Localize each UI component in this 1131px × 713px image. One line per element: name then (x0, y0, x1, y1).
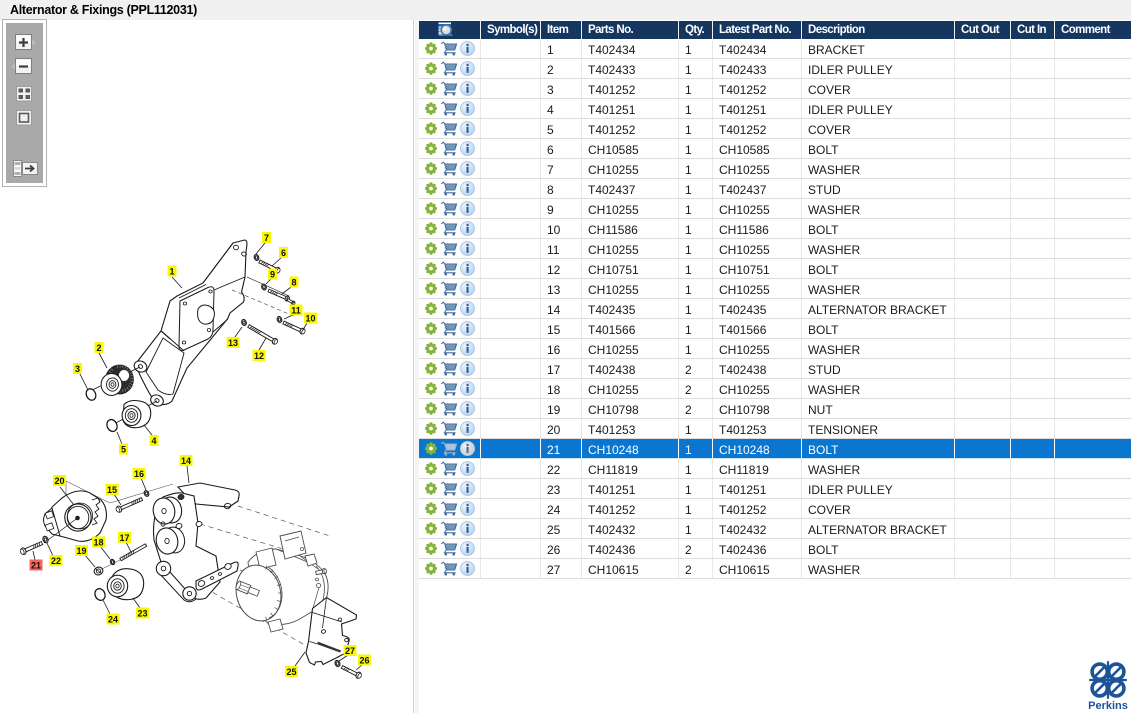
svg-text:7: 7 (264, 233, 269, 243)
svg-text:16: 16 (134, 469, 144, 479)
svg-text:17: 17 (119, 533, 129, 543)
svg-text:9: 9 (270, 270, 275, 280)
svg-text:4: 4 (151, 436, 156, 446)
svg-text:26: 26 (359, 656, 369, 666)
svg-text:20: 20 (54, 476, 64, 486)
svg-text:15: 15 (107, 485, 117, 495)
svg-text:5: 5 (121, 445, 126, 455)
svg-text:18: 18 (93, 538, 103, 548)
svg-text:25: 25 (286, 667, 296, 677)
svg-text:21: 21 (31, 561, 41, 571)
svg-text:Perkins: Perkins (1088, 700, 1128, 712)
svg-text:27: 27 (345, 646, 355, 656)
svg-text:11: 11 (291, 306, 301, 316)
svg-text:13: 13 (228, 338, 238, 348)
svg-text:2: 2 (96, 343, 101, 353)
svg-text:3: 3 (75, 364, 80, 374)
svg-text:23: 23 (137, 609, 147, 619)
svg-text:10: 10 (305, 314, 315, 324)
svg-text:22: 22 (51, 556, 61, 566)
svg-text:12: 12 (254, 351, 264, 361)
svg-text:8: 8 (291, 278, 296, 288)
svg-text:1: 1 (169, 267, 174, 277)
svg-text:19: 19 (76, 546, 86, 556)
svg-text:14: 14 (181, 456, 191, 466)
svg-text:6: 6 (281, 248, 286, 258)
svg-text:24: 24 (108, 615, 118, 625)
